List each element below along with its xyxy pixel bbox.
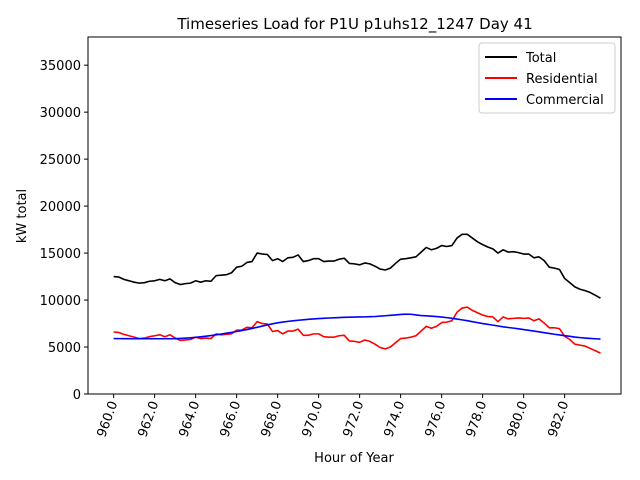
legend-label-residential: Residential xyxy=(526,72,598,87)
x-axis-label: Hour of Year xyxy=(314,451,394,466)
series-line-commercial xyxy=(113,313,601,340)
chart-title: Timeseries Load for P1U p1uhs12_1247 Day… xyxy=(176,15,532,34)
y-tick-label: 30000 xyxy=(40,106,81,121)
y-tick-label: 35000 xyxy=(40,59,81,74)
legend-box xyxy=(478,42,616,114)
plot-lines xyxy=(113,233,601,354)
legend-label-commercial: Commercial xyxy=(526,93,604,108)
y-axis: 0 5000 10000 15000 20000 25000 30000 35000 xyxy=(40,59,88,403)
y-tick-label: 20000 xyxy=(40,200,81,215)
series-line-total xyxy=(113,233,601,299)
y-tick-label: 25000 xyxy=(40,153,81,168)
y-tick-label: 5000 xyxy=(48,341,81,356)
legend: Total Residential Commercial xyxy=(478,42,616,114)
y-axis-label: kW total xyxy=(15,189,30,243)
axes-frame xyxy=(87,36,622,395)
y-tick-label: 15000 xyxy=(40,247,81,262)
legend-label-total: Total xyxy=(525,51,556,66)
y-tick-label: 10000 xyxy=(40,294,81,309)
y-tick-label: 0 xyxy=(73,388,81,403)
